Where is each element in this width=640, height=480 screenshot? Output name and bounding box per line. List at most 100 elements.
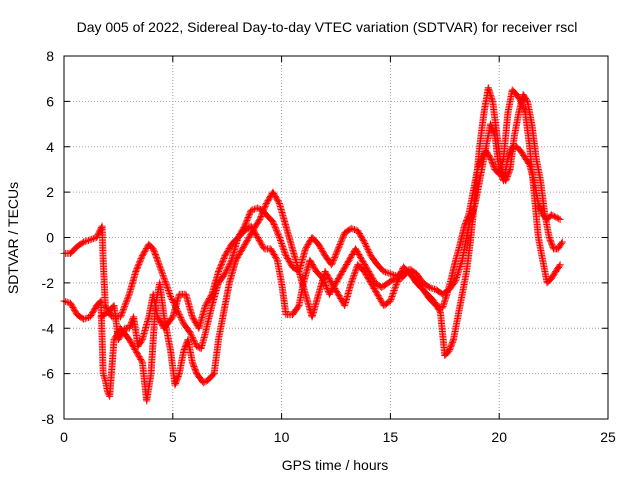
data-point (366, 270, 374, 278)
data-point (432, 300, 440, 308)
data-point (223, 265, 231, 273)
data-point (427, 284, 435, 292)
data-point (319, 274, 327, 282)
data-point (352, 246, 360, 254)
data-point (100, 373, 108, 381)
data-point (156, 262, 164, 270)
data-point (256, 238, 264, 246)
data-point (386, 297, 394, 305)
data-point (358, 256, 366, 264)
data-point (552, 213, 560, 221)
data-point (137, 255, 145, 263)
data-point (202, 300, 210, 308)
y-tick-label: -2 (42, 275, 55, 291)
data-point (271, 252, 279, 260)
data-point (217, 262, 225, 270)
data-point (462, 218, 470, 226)
data-point (317, 245, 325, 253)
data-point (306, 238, 314, 246)
data-point (322, 269, 330, 277)
data-point (218, 259, 226, 267)
data-point (174, 372, 182, 380)
data-point (319, 249, 327, 257)
data-point (149, 245, 157, 253)
data-point (255, 236, 263, 244)
data-point (88, 235, 96, 243)
data-point (134, 263, 142, 271)
data-point (336, 272, 344, 280)
data-point (498, 167, 506, 175)
data-point (114, 336, 122, 344)
data-point (329, 256, 337, 264)
data-point (166, 291, 174, 299)
data-point (161, 276, 169, 284)
data-point (369, 283, 377, 291)
data-point (130, 344, 138, 352)
data-point (173, 377, 181, 385)
data-point (259, 242, 267, 250)
data-point (345, 256, 353, 264)
data-point (262, 199, 270, 207)
data-point (142, 245, 150, 253)
data-point (241, 221, 249, 229)
data-point (349, 273, 357, 281)
data-point (115, 334, 123, 342)
data-point (271, 223, 279, 231)
data-point (242, 219, 250, 227)
data-point (157, 319, 165, 327)
data-point (275, 198, 283, 206)
data-point (159, 271, 167, 279)
data-point (461, 221, 469, 229)
data-point (448, 340, 456, 348)
data-point (334, 275, 342, 283)
data-point (199, 379, 207, 387)
data-point (375, 293, 383, 301)
data-point (383, 269, 391, 277)
data-point (277, 238, 285, 246)
data-point (368, 273, 376, 281)
data-point (203, 299, 211, 307)
data-point (374, 292, 382, 300)
data-point (119, 305, 127, 313)
data-point (100, 371, 108, 379)
data-point (321, 268, 329, 276)
data-point (340, 265, 348, 273)
data-point (268, 246, 276, 254)
data-point (365, 269, 373, 277)
data-point (361, 262, 369, 270)
data-point (284, 256, 292, 264)
data-point (205, 296, 213, 304)
data-point (221, 270, 229, 278)
data-point (188, 333, 196, 341)
data-point (302, 245, 310, 253)
data-point (167, 292, 175, 300)
data-point (272, 253, 280, 261)
data-point (489, 161, 497, 169)
data-point (259, 208, 267, 216)
data-point (337, 294, 345, 302)
data-point (89, 309, 97, 317)
data-point (502, 177, 510, 185)
data-point (223, 247, 231, 255)
data-point (133, 265, 141, 273)
data-point (393, 279, 401, 287)
data-point (242, 239, 250, 247)
data-point (244, 215, 252, 223)
data-point (335, 292, 343, 300)
data-point (117, 331, 125, 339)
data-point (273, 195, 281, 203)
data-point (180, 347, 188, 355)
data-point (506, 167, 514, 175)
data-point (137, 355, 145, 363)
data-point (277, 237, 285, 245)
data-point (151, 249, 159, 257)
data-point (122, 299, 130, 307)
data-point (331, 280, 339, 288)
data-point (352, 267, 360, 275)
y-tick-label: -4 (42, 320, 55, 336)
data-point (191, 339, 199, 347)
x-tick-label: 0 (60, 429, 68, 445)
data-point (547, 211, 555, 219)
data-point (280, 246, 288, 254)
data-point (116, 333, 124, 341)
